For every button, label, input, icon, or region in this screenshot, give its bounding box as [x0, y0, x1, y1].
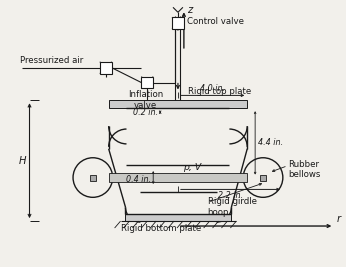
Text: H: H — [19, 156, 27, 166]
Text: 2.2 in.: 2.2 in. — [218, 191, 243, 201]
Text: Inflation
valve: Inflation valve — [128, 91, 163, 110]
Text: 4.0 in.: 4.0 in. — [200, 84, 225, 93]
Text: Rigid top plate: Rigid top plate — [188, 87, 251, 96]
Text: Rigid bottom plate: Rigid bottom plate — [120, 224, 201, 233]
Text: 0.4 in.: 0.4 in. — [126, 175, 151, 184]
Bar — [90, 175, 96, 180]
Text: Control valve: Control valve — [187, 17, 244, 26]
Bar — [141, 77, 153, 88]
Bar — [172, 17, 184, 29]
Text: Rigid girdle
hoop: Rigid girdle hoop — [208, 197, 257, 217]
Text: p, V: p, V — [183, 163, 201, 172]
Text: 0.2 in.: 0.2 in. — [133, 108, 158, 117]
Bar — [260, 175, 266, 180]
Text: Pressurized air: Pressurized air — [20, 56, 83, 65]
Text: 4.4 in.: 4.4 in. — [258, 138, 283, 147]
Bar — [109, 100, 247, 108]
Text: r: r — [336, 214, 340, 224]
Bar — [109, 173, 247, 182]
Bar — [100, 62, 112, 74]
Bar — [126, 214, 231, 221]
Text: Rubber
bellows: Rubber bellows — [288, 160, 320, 179]
Text: z: z — [187, 5, 192, 15]
